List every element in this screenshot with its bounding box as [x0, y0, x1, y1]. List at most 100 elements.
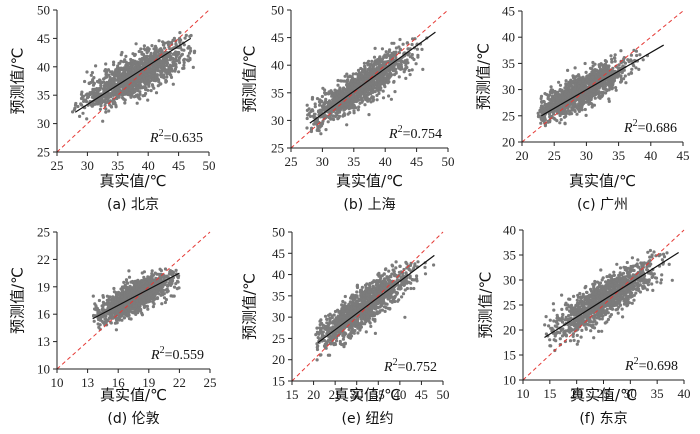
data-point	[394, 62, 398, 66]
data-point	[122, 60, 126, 64]
data-point	[567, 92, 571, 96]
data-point	[166, 284, 170, 288]
data-point	[629, 58, 633, 62]
data-point	[170, 282, 174, 286]
data-point	[590, 80, 594, 84]
data-point	[416, 55, 420, 59]
data-point	[146, 307, 150, 311]
data-point	[571, 105, 575, 109]
data-point	[545, 103, 549, 107]
data-point	[182, 63, 186, 67]
data-point	[161, 43, 165, 47]
data-point	[348, 75, 352, 79]
data-point	[403, 67, 408, 71]
data-point	[143, 48, 147, 52]
data-point	[405, 41, 409, 45]
data-point	[377, 91, 381, 95]
data-point	[407, 51, 411, 55]
data-point	[410, 53, 414, 57]
data-point	[539, 117, 544, 122]
scatter-points	[536, 48, 650, 128]
data-point	[104, 314, 108, 318]
data-point	[103, 99, 107, 103]
data-point	[599, 62, 603, 66]
data-point	[101, 119, 105, 123]
data-point	[379, 72, 383, 76]
x-axis-label: 真实值/℃	[569, 172, 636, 190]
data-point	[81, 111, 85, 115]
data-point	[74, 101, 78, 106]
data-point	[349, 82, 353, 86]
data-point	[114, 308, 118, 312]
data-point	[71, 110, 75, 114]
y-tick-label: 25	[271, 141, 284, 156]
data-point	[319, 132, 323, 136]
data-point	[171, 82, 175, 86]
data-point	[619, 80, 623, 84]
data-point	[310, 97, 314, 101]
data-point	[164, 80, 168, 84]
data-point	[152, 298, 156, 302]
data-point	[552, 90, 556, 94]
data-point	[539, 121, 543, 125]
data-point	[384, 76, 388, 80]
data-point	[157, 49, 161, 53]
data-point	[147, 84, 151, 88]
data-point	[336, 78, 340, 83]
data-point	[133, 65, 137, 70]
data-point	[341, 88, 345, 92]
data-point	[359, 66, 363, 71]
data-point	[173, 67, 177, 71]
data-point	[357, 105, 361, 109]
data-point	[126, 62, 130, 66]
data-point	[145, 304, 149, 308]
data-point	[573, 76, 577, 80]
data-point	[408, 73, 412, 77]
data-point	[342, 113, 346, 117]
data-point	[119, 59, 123, 63]
data-point	[337, 94, 341, 98]
data-point	[126, 83, 130, 87]
data-point	[134, 93, 138, 98]
data-point	[111, 81, 115, 85]
data-point	[360, 73, 364, 77]
data-point	[161, 56, 165, 60]
data-point	[178, 45, 183, 50]
data-point	[555, 97, 560, 101]
data-point	[92, 87, 97, 91]
data-point	[158, 69, 162, 73]
data-point	[340, 92, 344, 96]
data-point	[407, 68, 411, 73]
data-point	[311, 109, 315, 113]
data-point	[305, 116, 309, 121]
data-point	[342, 79, 346, 83]
data-point	[109, 321, 113, 325]
data-point	[107, 109, 111, 113]
data-point	[579, 104, 583, 108]
data-point	[361, 77, 365, 82]
data-point	[140, 271, 144, 275]
data-point	[536, 111, 540, 115]
data-point	[145, 76, 149, 80]
data-point	[558, 95, 562, 100]
data-point	[368, 64, 372, 68]
regression-line	[74, 37, 192, 113]
data-point	[116, 297, 120, 302]
data-point	[375, 98, 379, 102]
data-point	[354, 72, 358, 76]
data-point	[336, 83, 340, 87]
data-point	[333, 93, 337, 97]
data-point	[150, 83, 154, 87]
data-point	[143, 62, 147, 66]
data-point	[192, 51, 196, 55]
data-point	[151, 71, 155, 75]
data-point	[363, 66, 367, 70]
data-point	[613, 53, 617, 57]
data-point	[536, 115, 541, 119]
data-point	[381, 81, 385, 85]
data-point	[566, 68, 570, 72]
data-point	[129, 85, 133, 89]
data-point	[583, 82, 587, 86]
data-point	[80, 95, 84, 99]
data-point	[374, 62, 378, 66]
